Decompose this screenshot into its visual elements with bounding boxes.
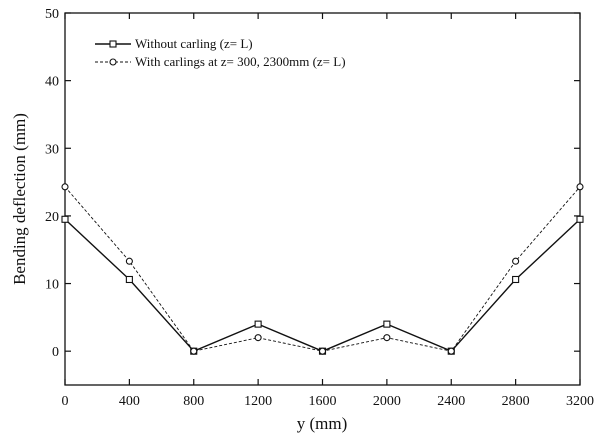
legend-item-1: Without carling (z= L) — [95, 36, 253, 51]
legend-label: With carlings at z= 300, 2300mm (z= L) — [135, 54, 346, 69]
y-tick-label: 20 — [45, 210, 59, 225]
series-2 — [61, 183, 584, 355]
series-2-point — [447, 347, 455, 355]
x-axis-ticks: 0 400 800 1200 1600 2000 2400 2800 3200 — [62, 13, 594, 409]
legend: Without carling (z= L) With carlings at z… — [95, 36, 346, 69]
series-2-point — [318, 347, 327, 355]
y-tick-label: 10 — [45, 278, 59, 293]
x-axis-label: y (mm) — [297, 414, 348, 433]
series-2-point — [125, 257, 133, 265]
y-tick-label: 50 — [45, 7, 59, 22]
legend-marker — [109, 58, 117, 66]
series-2-point — [254, 334, 262, 342]
legend-item-2: With carlings at z= 300, 2300mm (z= L) — [95, 54, 346, 69]
y-axis-label: Bending deflection (mm) — [10, 113, 29, 285]
series-2-point — [190, 347, 198, 355]
series-2-line — [64, 186, 581, 352]
x-tick-label: 2400 — [437, 394, 465, 409]
series-1-line — [64, 218, 581, 353]
y-axis-ticks: 0 10 20 30 40 50 — [45, 7, 580, 360]
series-layer — [61, 183, 584, 355]
y-tick-label: 40 — [45, 75, 59, 90]
legend-label: Without carling (z= L) — [135, 36, 253, 51]
series-2-point — [512, 257, 520, 265]
series-1-point — [254, 320, 262, 328]
x-tick-label: 400 — [119, 394, 140, 409]
series-1-point — [61, 215, 69, 223]
x-tick-label: 3200 — [566, 394, 594, 409]
legend-marker — [109, 40, 117, 48]
series-1-point — [383, 320, 391, 328]
x-tick-label: 2800 — [502, 394, 530, 409]
series-1-point — [576, 215, 584, 223]
series-1-point — [512, 275, 520, 284]
series-2-point — [61, 183, 69, 191]
series-1-point — [125, 275, 133, 284]
series-1 — [61, 215, 584, 355]
x-tick-label: 1200 — [244, 394, 272, 409]
series-2-point — [383, 334, 391, 342]
x-tick-label: 1600 — [309, 394, 337, 409]
x-tick-label: 0 — [62, 394, 69, 409]
series-2-point — [576, 183, 584, 191]
x-tick-label: 800 — [183, 394, 204, 409]
y-tick-label: 0 — [52, 345, 59, 360]
y-tick-label: 30 — [45, 142, 59, 157]
x-tick-label: 2000 — [373, 394, 401, 409]
